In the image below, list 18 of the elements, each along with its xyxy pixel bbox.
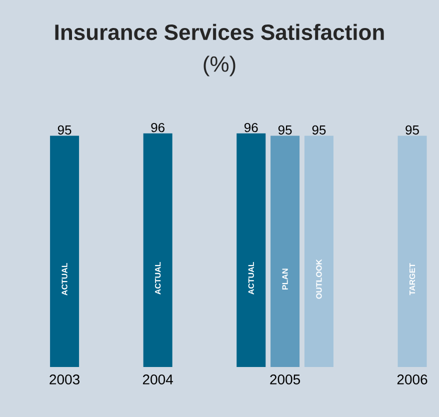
- x-tick-label: 2004: [142, 374, 173, 384]
- x-tick-label: 2005: [270, 374, 300, 384]
- text: ACTUAL: [248, 262, 254, 294]
- series-label: TARGET: [409, 263, 416, 296]
- data-label: 95: [406, 125, 419, 135]
- data-label: 96: [244, 122, 258, 132]
- text: ACTUAL: [62, 262, 68, 296]
- series-label: OUTLOOK: [316, 259, 322, 299]
- series-label: PLAN: [282, 268, 288, 290]
- data-label: 95: [312, 125, 326, 135]
- series-label: ACTUAL: [154, 262, 161, 294]
- chart-subtitle: (%): [204, 56, 236, 76]
- x-tick-label: 2003: [50, 374, 80, 384]
- data-label: 95: [58, 125, 72, 135]
- chart-title: Insurance Services Satisfaction: [55, 24, 384, 40]
- x-tick-label: 2006: [397, 374, 428, 384]
- data-label: 96: [151, 122, 164, 132]
- data-label: 95: [278, 125, 292, 135]
